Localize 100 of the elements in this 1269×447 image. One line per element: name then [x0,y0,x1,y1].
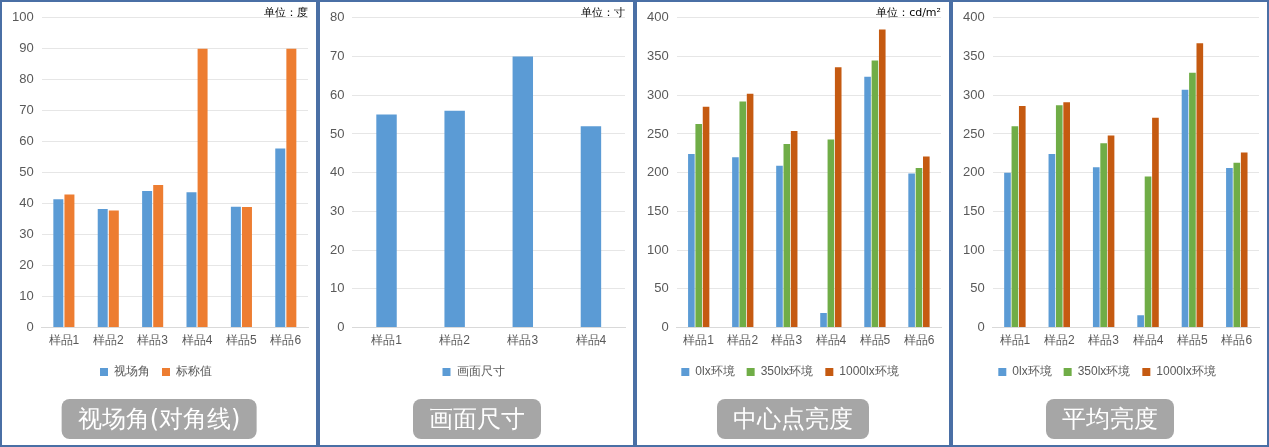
legend-label: 350lx环境 [760,364,814,379]
bar [1011,126,1019,328]
x-tick-label: 样品1 [48,333,80,348]
y-tick-label: 150 [646,203,669,218]
bar [97,208,108,328]
y-tick-label: 350 [962,48,985,64]
bar [153,185,164,328]
bar [1100,143,1107,328]
text: 画面尺寸 [412,399,541,439]
annotation: 单位：度 [264,6,308,20]
bar [64,194,75,328]
bar [746,93,754,328]
y-tick-label: 80 [329,9,345,25]
x-tick-label: 样品5 [1177,333,1209,348]
bar [1233,162,1241,328]
x-tick-label: 样品3 [771,333,803,348]
y-tick-label: 70 [19,102,34,118]
bar [108,210,119,328]
x-tick-label: 样品4 [815,333,847,348]
y-tick-label: 10 [329,280,345,296]
legend-label: 1000lx环境 [839,364,899,379]
x-tick-label: 样品2 [727,333,759,348]
y-tick-label: 0 [661,319,669,335]
legend-label: 画面尺寸 [456,364,505,379]
bar [1063,102,1070,328]
bar [512,56,534,328]
x-tick-label: 样品5 [226,333,258,348]
bar [1092,167,1100,328]
y-tick-label: 100 [646,241,669,257]
bar [695,123,703,328]
bar [1107,135,1115,328]
y-tick-label: 100 [962,241,985,257]
bar [776,165,783,328]
bar [580,126,602,328]
bar [142,190,153,328]
y-tick-label: 60 [329,86,345,102]
bar [1181,89,1189,328]
y-tick-label: 400 [646,9,669,25]
y-tick-label: 200 [962,164,985,180]
y-tick-label: 50 [654,280,669,296]
x-tick-label: 样品2 [439,333,471,348]
bar [688,154,695,328]
x-tick-label: 样品3 [1088,333,1120,348]
x-tick-label: 样品3 [137,333,169,348]
y-tick-label: 40 [329,164,345,180]
y-tick-label: 150 [962,203,985,218]
text: 视场角(对角线) [61,399,257,439]
y-tick-label: 300 [646,86,669,102]
legend-label: 标称值 [175,364,212,379]
bar [1137,315,1144,328]
bar [1144,176,1152,328]
y-tick-label: 0 [337,319,345,335]
x-tick-label: 样品6 [1221,333,1253,348]
y-tick-label: 70 [329,48,345,64]
x-tick-label: 样品2 [1043,333,1075,348]
bar [923,156,930,328]
y-tick-label: 30 [329,203,345,218]
bar [1240,152,1248,328]
x-tick-label: 样品6 [903,333,935,348]
y-tick-label: 50 [329,125,345,141]
bar [820,312,827,328]
bar [739,101,747,328]
y-tick-label: 50 [19,164,34,180]
y-tick-label: 200 [646,164,669,180]
bar [1018,106,1026,328]
legend-label: 1000lx环境 [1156,364,1216,379]
bar [1196,43,1204,328]
bar [186,192,197,328]
y-tick-label: 60 [19,133,34,149]
legend-label: 视场角 [114,364,150,379]
bar [783,144,791,328]
annotation: 单位：寸 [581,6,625,20]
y-tick-label: 300 [962,86,985,102]
bar [1226,168,1233,328]
bar [702,106,710,328]
bar [444,110,465,328]
bar [1055,105,1063,328]
bar [1048,154,1056,328]
bar [275,148,286,328]
x-tick-label: 样品3 [507,333,539,348]
x-tick-label: 样品1 [683,333,715,348]
bar [376,114,397,328]
bar [878,29,886,328]
bar [1189,72,1196,328]
bar [230,206,241,328]
x-tick-label: 样品1 [999,333,1031,348]
bar [834,67,842,328]
legend-label: 350lx环境 [1077,364,1131,379]
y-tick-label: 250 [646,125,669,141]
y-tick-label: 250 [962,125,985,141]
bar [732,157,739,328]
bar [286,48,297,328]
x-tick-label: 样品6 [270,333,302,348]
y-tick-label: 50 [970,280,985,296]
x-tick-label: 样品1 [371,333,403,348]
y-tick-label: 350 [646,48,669,64]
y-tick-label: 80 [19,71,34,87]
bar [241,207,252,328]
y-tick-label: 400 [962,9,985,25]
bar [871,60,879,328]
